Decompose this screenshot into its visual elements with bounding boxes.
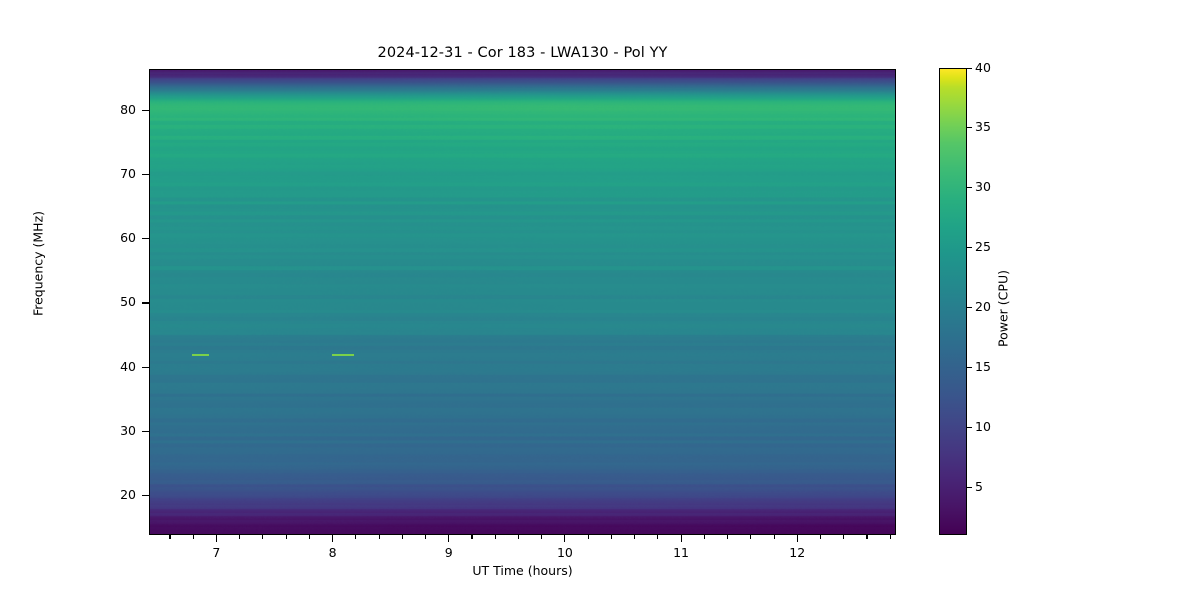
x-minor-tick — [471, 535, 473, 539]
y-tick-50 — [142, 302, 149, 304]
rfi-streak-2 — [332, 353, 355, 356]
colorbar-ticklabel-15: 15 — [975, 358, 991, 374]
spectrogram-axes[interactable] — [149, 69, 896, 535]
x-ticklabel-10: 10 — [556, 545, 573, 560]
colorbar-tick-20 — [967, 306, 972, 309]
x-minor-tick — [517, 535, 520, 539]
colorbar-gradient — [940, 69, 966, 534]
spectrogram-image — [150, 70, 895, 534]
y-axis-label: Frequency (MHz) — [30, 210, 46, 317]
x-minor-tick — [192, 535, 194, 539]
x-minor-tick — [819, 535, 822, 539]
x-minor-tick — [401, 535, 403, 539]
y-ticklabel-60: 60 — [120, 230, 136, 246]
colorbar-ticklabel-40: 40 — [975, 59, 991, 75]
colorbar-tick-25 — [967, 247, 972, 249]
x-minor-tick — [169, 535, 171, 539]
y-tick-80 — [142, 110, 149, 112]
colorbar-tick-40 — [967, 67, 972, 69]
x-minor-tick — [262, 535, 264, 539]
y-ticklabel-70: 70 — [120, 166, 136, 182]
colorbar-ticklabel-25: 25 — [975, 239, 991, 255]
y-ticklabel-40: 40 — [120, 358, 136, 374]
colorbar-ticklabel-5: 5 — [975, 478, 983, 494]
y-ticklabel-80: 80 — [120, 102, 136, 118]
x-ticklabel-9: 9 — [444, 545, 453, 560]
colorbar-ticklabel-35: 35 — [975, 119, 991, 135]
x-minor-tick — [587, 535, 589, 539]
x-tick-8 — [332, 535, 334, 542]
x-minor-tick — [355, 535, 357, 539]
colorbar-ticklabel-10: 10 — [975, 418, 991, 434]
x-minor-tick — [657, 535, 659, 539]
y-tick-40 — [142, 366, 149, 368]
x-minor-tick — [239, 535, 241, 539]
colorbar-tick-35 — [967, 127, 972, 129]
x-minor-tick — [889, 535, 891, 539]
y-ticklabel-20: 20 — [120, 486, 136, 502]
colorbar-ticklabel-30: 30 — [975, 179, 991, 195]
x-minor-tick — [610, 535, 612, 539]
colorbar-label: Power (CPU) — [995, 270, 1011, 347]
x-tick-10 — [564, 535, 566, 542]
x-minor-tick — [703, 535, 705, 539]
x-ticklabel-11: 11 — [673, 545, 690, 560]
x-minor-tick — [750, 535, 752, 539]
x-minor-tick — [378, 535, 380, 539]
rfi-streak-1 — [191, 353, 210, 356]
x-minor-tick — [285, 535, 287, 539]
x-minor-tick — [424, 535, 427, 539]
x-ticklabel-7: 7 — [212, 545, 221, 560]
y-tick-70 — [142, 174, 149, 176]
y-tick-60 — [142, 238, 149, 240]
y-ticklabel-30: 30 — [120, 422, 136, 438]
x-axis-label: UT Time (hours) — [472, 563, 573, 578]
y-tick-30 — [142, 430, 149, 432]
x-minor-tick — [773, 535, 775, 539]
colorbar-ticklabel-20: 20 — [975, 298, 991, 314]
colorbar-tick-5 — [967, 486, 972, 488]
colorbar-tick-15 — [967, 366, 972, 368]
x-minor-tick — [308, 535, 310, 539]
y-tick-20 — [142, 494, 149, 496]
x-minor-tick — [866, 535, 868, 539]
x-tick-11 — [680, 535, 682, 542]
colorbar-tick-30 — [967, 187, 972, 189]
x-minor-tick — [634, 535, 636, 539]
x-minor-tick — [843, 535, 845, 539]
x-minor-tick — [727, 535, 729, 539]
x-ticklabel-8: 8 — [328, 545, 337, 560]
y-ticklabel-50: 50 — [120, 294, 136, 310]
page-title: 2024-12-31 - Cor 183 - LWA130 - Pol YY — [377, 45, 668, 61]
colorbar[interactable] — [939, 68, 967, 535]
x-ticklabel-12: 12 — [789, 545, 806, 560]
x-tick-12 — [796, 535, 798, 542]
x-minor-tick — [541, 535, 543, 539]
x-tick-9 — [448, 535, 450, 542]
colorbar-tick-10 — [967, 426, 972, 428]
x-minor-tick — [494, 535, 496, 539]
x-tick-7 — [215, 535, 217, 542]
